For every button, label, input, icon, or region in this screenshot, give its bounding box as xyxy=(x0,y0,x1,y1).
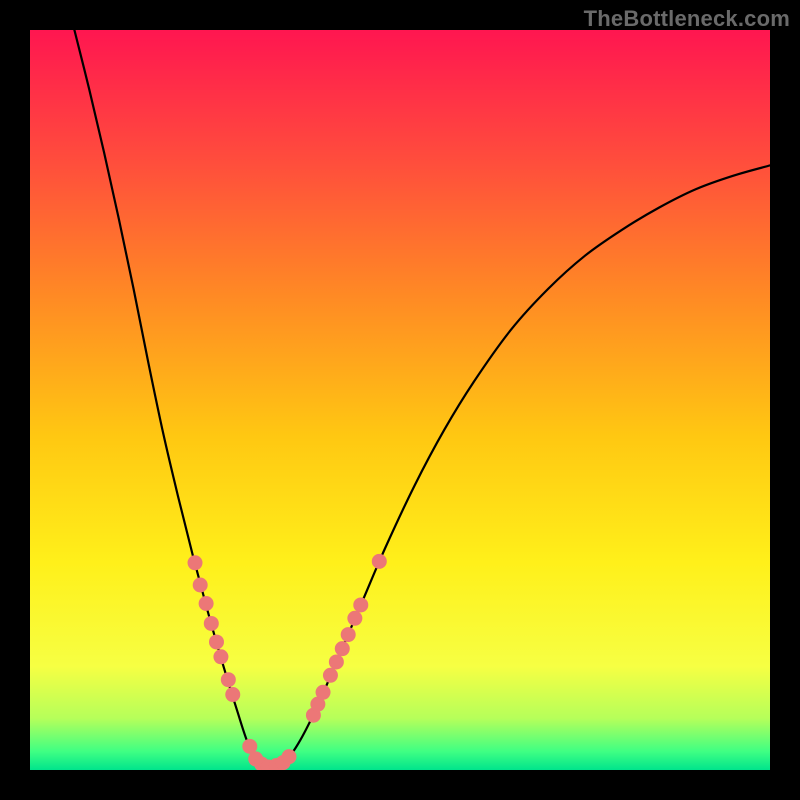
bottleneck-curve-chart xyxy=(0,0,800,800)
scatter-point xyxy=(335,641,350,656)
scatter-point xyxy=(341,627,356,642)
scatter-point xyxy=(372,554,387,569)
scatter-point xyxy=(221,672,236,687)
scatter-point xyxy=(316,685,331,700)
scatter-point xyxy=(225,687,240,702)
scatter-point xyxy=(329,654,344,669)
scatter-point xyxy=(209,634,224,649)
scatter-point xyxy=(282,749,297,764)
scatter-point xyxy=(353,597,368,612)
scatter-point xyxy=(199,596,214,611)
watermark-text: TheBottleneck.com xyxy=(584,6,790,32)
chart-container: TheBottleneck.com xyxy=(0,0,800,800)
scatter-point xyxy=(347,611,362,626)
scatter-point xyxy=(193,578,208,593)
scatter-point xyxy=(213,649,228,664)
scatter-point xyxy=(323,668,338,683)
scatter-point xyxy=(188,555,203,570)
plot-area-gradient xyxy=(30,30,770,770)
scatter-point xyxy=(204,616,219,631)
